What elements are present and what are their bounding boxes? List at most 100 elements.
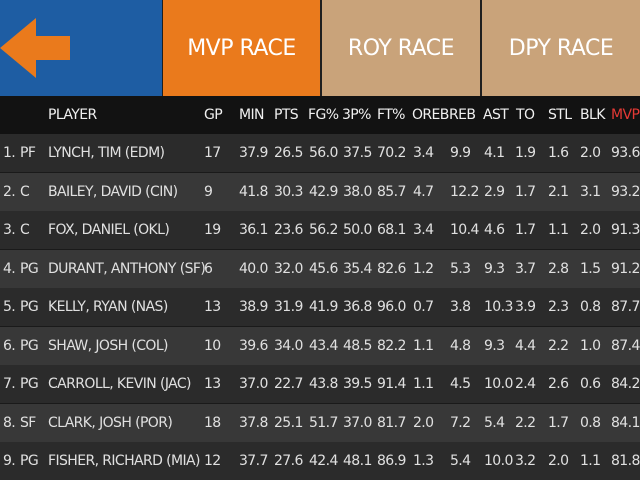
cell-stl: 2.3: [548, 299, 569, 315]
tab-dpy-race[interactable]: DPY RACE: [482, 0, 640, 96]
cell-gp: 6: [204, 260, 213, 277]
cell-position: C: [20, 183, 30, 200]
table-row[interactable]: 2. C BAILEY, DAVID (CIN) 9 41.8 30.3 42.9 38.0 8…: [0, 172, 640, 211]
cell-ast: 9.3: [484, 260, 505, 277]
cell-pts: 22.7: [274, 376, 303, 392]
table-row[interactable]: 6. PG SHAW, JOSH (COL) 10 39.6 34.0 43.4 48.5 82…: [0, 326, 640, 365]
cell-player-name: FISHER, RICHARD (MIA): [48, 453, 200, 469]
cell-rank: 1.: [3, 145, 16, 161]
column-header-stl[interactable]: STL: [548, 107, 572, 123]
cell-position: PG: [20, 260, 39, 277]
cell-pts: 23.6: [274, 222, 303, 238]
cell-ast: 10.0: [484, 453, 513, 469]
column-header-blk[interactable]: BLK: [580, 107, 605, 123]
cell-pts: 26.5: [274, 145, 303, 161]
cell-reb: 9.9: [450, 145, 471, 161]
cell-rank: 7.: [3, 376, 16, 392]
cell-ast: 10.0: [484, 376, 513, 392]
cell-to: 1.7: [515, 222, 536, 238]
cell-blk: 3.1: [580, 183, 601, 200]
cell-reb: 10.4: [450, 222, 479, 238]
cell-reb: 7.2: [450, 414, 471, 431]
column-header-ft-pct[interactable]: FT%: [377, 107, 405, 123]
table-row[interactable]: 4. PG DURANT, ANTHONY (SF) 6 40.0 32.0 45.6 35.…: [0, 249, 640, 288]
cell-reb: 5.4: [450, 453, 471, 469]
cell-blk: 1.5: [580, 260, 601, 277]
arrow-left-icon: [0, 18, 70, 78]
cell-fg-pct: 51.7: [309, 414, 338, 431]
cell-position: PG: [20, 299, 39, 315]
cell-blk: 0.8: [580, 414, 601, 431]
cell-reb: 4.5: [450, 376, 471, 392]
cell-ast: 4.1: [484, 145, 505, 161]
cell-fg-pct: 42.4: [309, 453, 338, 469]
table-row[interactable]: 8. SF CLARK, JOSH (POR) 18 37.8 25.1 51.7 37.0 8…: [0, 403, 640, 442]
cell-oreb: 4.7: [413, 183, 434, 200]
cell-player-name: BAILEY, DAVID (CIN): [48, 183, 178, 200]
column-header-reb[interactable]: REB: [449, 107, 476, 123]
cell-stl: 2.0: [548, 453, 569, 469]
tab-mvp-race[interactable]: MVP RACE: [163, 0, 320, 96]
cell-oreb: 3.4: [413, 222, 434, 238]
cell-ft-pct: 81.7: [377, 414, 406, 431]
column-header-fg-pct[interactable]: FG%: [308, 107, 339, 123]
cell-player-name: SHAW, JOSH (COL): [48, 337, 169, 354]
cell-to: 1.7: [515, 183, 536, 200]
table-row[interactable]: 7. PG CARROLL, KEVIN (JAC) 13 37.0 22.7 43.8 39…: [0, 365, 640, 403]
table-row[interactable]: 3. C FOX, DANIEL (OKL) 19 36.1 23.6 56.2 50.0 68…: [0, 211, 640, 249]
cell-rank: 6.: [3, 337, 16, 354]
table-header-row: PLAYER GP MIN PTS FG% 3P% FT% OREB REB A…: [0, 96, 640, 134]
cell-blk: 2.0: [580, 145, 601, 161]
column-header-gp[interactable]: GP: [204, 107, 223, 123]
tab-roy-race[interactable]: ROY RACE: [322, 0, 480, 96]
cell-player-name: CARROLL, KEVIN (JAC): [48, 376, 192, 392]
column-header-mvp[interactable]: MVP: [611, 107, 640, 123]
cell-gp: 18: [204, 414, 221, 431]
mvp-race-table: PLAYER GP MIN PTS FG% 3P% FT% OREB REB A…: [0, 96, 640, 480]
column-header-player[interactable]: PLAYER: [48, 107, 97, 123]
cell-pts: 25.1: [274, 414, 303, 431]
cell-gp: 10: [204, 337, 221, 354]
cell-to: 1.9: [515, 145, 536, 161]
cell-player-name: LYNCH, TIM (EDM): [48, 145, 165, 161]
column-header-min[interactable]: MIN: [239, 107, 264, 123]
cell-gp: 19: [204, 222, 221, 238]
cell-mvp-score: 91.2: [611, 260, 640, 277]
table-row[interactable]: 9. PG FISHER, RICHARD (MIA) 12 37.7 27.6 42.4 4…: [0, 442, 640, 480]
cell-min: 36.1: [239, 222, 268, 238]
cell-ft-pct: 82.2: [377, 337, 406, 354]
cell-stl: 2.6: [548, 376, 569, 392]
table-row[interactable]: 1. PF LYNCH, TIM (EDM) 17 37.9 26.5 56.0 37.5 70…: [0, 134, 640, 172]
cell-gp: 13: [204, 299, 221, 315]
cell-pts: 31.9: [274, 299, 303, 315]
cell-to: 3.7: [515, 260, 536, 277]
cell-position: SF: [20, 414, 36, 431]
cell-min: 41.8: [239, 183, 268, 200]
cell-pts: 30.3: [274, 183, 303, 200]
cell-fg-pct: 43.4: [309, 337, 338, 354]
cell-ast: 10.3: [484, 299, 513, 315]
cell-rank: 3.: [3, 222, 16, 238]
cell-position: PG: [20, 337, 39, 354]
cell-stl: 1.7: [548, 414, 569, 431]
column-header-to[interactable]: TO: [516, 107, 535, 123]
cell-mvp-score: 87.4: [611, 337, 640, 354]
back-button[interactable]: [0, 0, 162, 96]
cell-oreb: 1.2: [413, 260, 434, 277]
cell-player-name: CLARK, JOSH (POR): [48, 414, 173, 431]
column-header-ast[interactable]: AST: [483, 107, 509, 123]
column-header-oreb[interactable]: OREB: [412, 107, 449, 123]
cell-to: 3.2: [515, 453, 536, 469]
cell-ft-pct: 85.7: [377, 183, 406, 200]
cell-mvp-score: 93.2: [611, 183, 640, 200]
cell-oreb: 0.7: [413, 299, 434, 315]
cell-ast: 2.9: [484, 183, 505, 200]
cell-mvp-score: 84.1: [611, 414, 640, 431]
column-header-3p-pct[interactable]: 3P%: [342, 107, 371, 123]
cell-rank: 5.: [3, 299, 16, 315]
column-header-pts[interactable]: PTS: [274, 107, 299, 123]
cell-3p-pct: 48.1: [343, 453, 372, 469]
table-row[interactable]: 5. PG KELLY, RYAN (NAS) 13 38.9 31.9 41.9 36.8 9…: [0, 288, 640, 326]
cell-3p-pct: 39.5: [343, 376, 372, 392]
cell-ft-pct: 70.2: [377, 145, 406, 161]
